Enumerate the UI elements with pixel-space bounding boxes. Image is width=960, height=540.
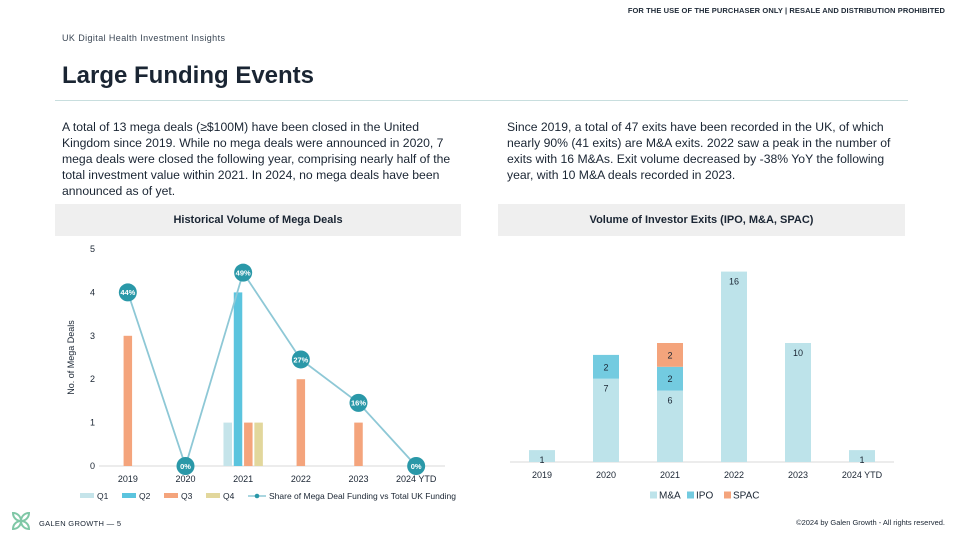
galen-growth-logo: [11, 511, 31, 531]
bar-ma-2022: [721, 271, 747, 462]
legend-label: Q1: [97, 491, 109, 501]
share-funding-label: 27%: [293, 355, 308, 364]
legend-swatch-q3: [164, 493, 178, 498]
bar-q3-2023: [354, 422, 363, 466]
bar-ma-2023: [785, 343, 811, 462]
y-axis-label: No. of Mega Deals: [66, 320, 76, 395]
bar-spac-2021: [657, 343, 683, 367]
x-tick-label: 2022: [291, 474, 311, 484]
legend-swatch-q4: [206, 493, 220, 498]
share-funding-marker: [349, 393, 368, 412]
share-funding-marker: [234, 263, 253, 282]
x-tick-label: 2022: [724, 470, 744, 480]
share-funding-label: 49%: [236, 268, 251, 277]
data-label: 1: [859, 455, 864, 465]
bar-q2-2021: [233, 292, 243, 466]
bar-q3-2022: [296, 379, 306, 466]
legend-swatch-spac: [724, 491, 731, 499]
exits-chart-title: Volume of Investor Exits (IPO, M&A, SPAC…: [498, 204, 905, 236]
x-tick-label: 2021: [660, 470, 680, 480]
y-tick-label: 2: [90, 374, 95, 384]
x-tick-label: 2024 YTD: [842, 470, 883, 480]
bar-q3-2021: [244, 422, 253, 466]
x-tick-label: 2020: [596, 470, 616, 480]
y-tick-label: 0: [90, 461, 95, 471]
y-tick-label: 4: [90, 287, 95, 297]
bar-q3-2019: [123, 335, 133, 466]
bar-ma-2020: [593, 378, 619, 462]
y-tick-label: 3: [90, 331, 95, 341]
report-eyebrow: UK Digital Health Investment Insights: [62, 33, 226, 43]
data-label: 2: [667, 374, 672, 384]
legend-swatch-ipo: [687, 491, 694, 499]
disclaimer-text: FOR THE USE OF THE PURCHASER ONLY | RESA…: [627, 6, 945, 15]
data-label: 1: [539, 455, 544, 465]
bar-ma-2021: [657, 390, 683, 462]
mega-deals-summary: A total of 13 mega deals (≥$100M) have b…: [62, 120, 451, 198]
bar-ipo-2021: [657, 366, 683, 391]
legend-label: Q2: [139, 491, 151, 501]
y-tick-label: 5: [90, 244, 95, 254]
share-funding-marker: [176, 457, 195, 475]
share-funding-label: 44%: [120, 288, 135, 297]
bar-ipo-2020: [593, 354, 619, 379]
title-divider: [55, 100, 908, 101]
legend-label: Q3: [181, 491, 193, 501]
share-funding-marker: [118, 283, 137, 302]
share-funding-label: 0%: [180, 462, 191, 471]
x-tick-label: 2019: [118, 474, 138, 484]
bar-ma-2019: [529, 450, 555, 462]
data-label: 6: [667, 396, 672, 406]
data-label: 2: [603, 362, 608, 372]
legend-swatch-q1: [80, 493, 94, 498]
x-tick-label: 2023: [348, 474, 368, 484]
page-title: Large Funding Events: [62, 62, 315, 89]
x-tick-label: 2021: [233, 474, 253, 484]
x-tick-label: 2019: [532, 470, 552, 480]
legend-label: M&A: [659, 491, 681, 502]
data-label: 10: [793, 348, 803, 358]
legend-label: Q4: [223, 491, 235, 501]
data-label: 16: [729, 277, 739, 287]
data-label: 2: [667, 350, 672, 360]
x-tick-label: 2024 YTD: [396, 474, 437, 484]
legend-swatch-q2: [122, 493, 136, 498]
footer-brand: GALEN GROWTH — 5: [39, 519, 122, 528]
legend-label: Share of Mega Deal Funding vs Total UK F…: [269, 491, 456, 501]
y-tick-label: 1: [90, 418, 95, 428]
legend-label: IPO: [696, 491, 713, 502]
exits-summary: Since 2019, a total of 47 exits have bee…: [507, 120, 891, 182]
x-tick-label: 2023: [788, 470, 808, 480]
share-funding-label: 0%: [411, 462, 422, 471]
share-funding-marker: [407, 457, 426, 475]
legend-swatch-share-marker: [254, 493, 260, 499]
footer-copyright: ©2024 by Galen Growth - All rights reser…: [796, 518, 945, 527]
legend-swatch-ma: [650, 491, 657, 499]
bar-q4-2021: [254, 422, 263, 466]
share-funding-marker: [291, 350, 310, 369]
legend-label: SPAC: [733, 491, 760, 502]
bar-q1-2021: [223, 422, 232, 466]
bar-ma-2024-YTD: [849, 450, 875, 462]
x-tick-label: 2020: [175, 474, 195, 484]
mega-deals-chart-title: Historical Volume of Mega Deals: [55, 204, 461, 236]
share-funding-label: 16%: [351, 399, 366, 408]
data-label: 7: [603, 384, 608, 394]
share-funding-line: [126, 270, 417, 469]
